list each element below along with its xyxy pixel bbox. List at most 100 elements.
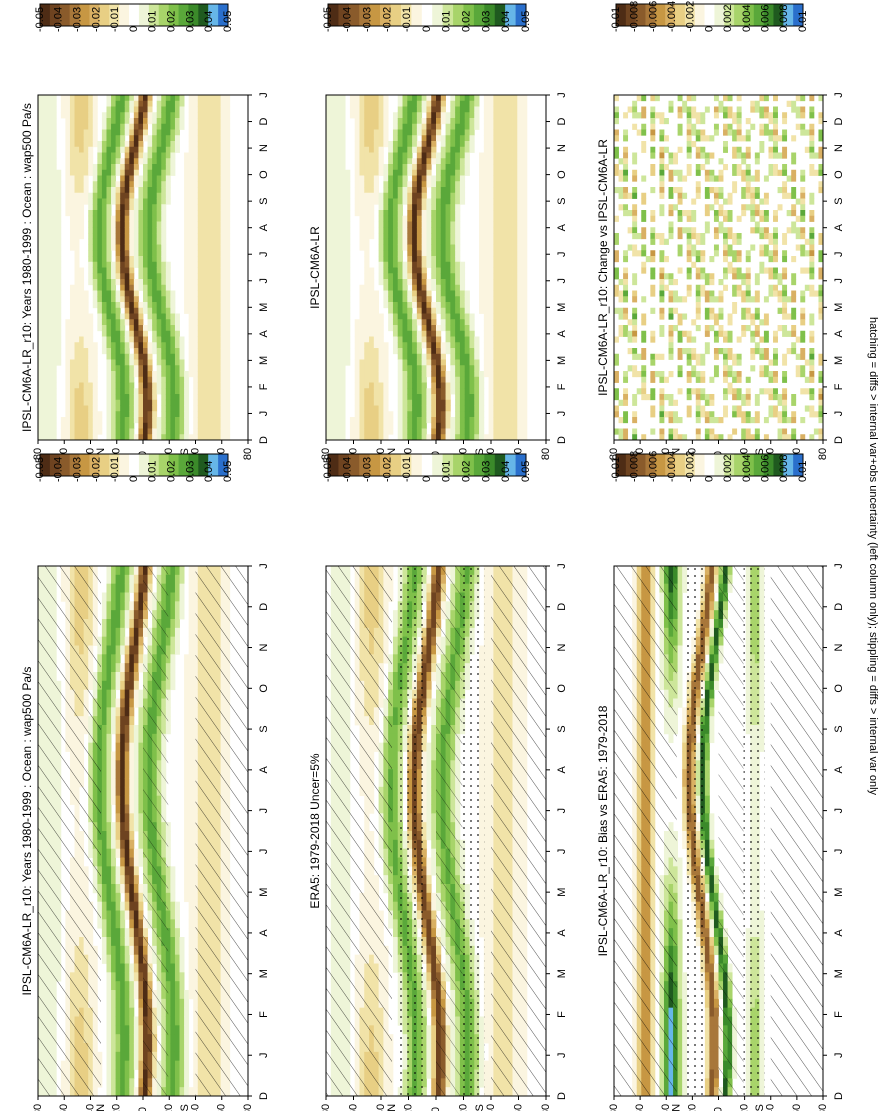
heatmap-cell (120, 319, 126, 326)
heatmap-cell (120, 106, 126, 113)
heatmap-cell (197, 267, 203, 274)
heatmap-cell (152, 336, 158, 343)
heatmap-cell (216, 227, 222, 234)
heatmap-cell (65, 152, 71, 159)
heatmap-cell (115, 778, 121, 788)
heatmap-cell (120, 1069, 126, 1079)
heatmap-cell (129, 998, 135, 1009)
heatmap-cell (202, 238, 208, 245)
heatmap-cell (124, 663, 130, 673)
heatmap-cell (206, 307, 212, 314)
heatmap-cell (225, 106, 231, 113)
lat-tick-label: 40 (84, 1104, 96, 1111)
heatmap-cell (51, 100, 57, 107)
heatmap-cell (115, 244, 121, 251)
heatmap-cell (56, 290, 62, 297)
heatmap-cell (161, 279, 167, 286)
panel-p-tr: DJFMAMJJASONDJ80604020020406080°N°SIPSL-… (20, 92, 270, 460)
heatmap-cell (152, 175, 158, 182)
heatmap-cell (111, 972, 117, 982)
heatmap-cell (124, 164, 130, 171)
heatmap-cell (129, 804, 135, 814)
heatmap-cell (147, 221, 153, 228)
heatmap-cell (165, 135, 171, 142)
heatmap-cell (184, 417, 190, 424)
heatmap-cell (161, 112, 167, 119)
heatmap-cell (216, 164, 222, 171)
heatmap-cell (211, 394, 217, 401)
heatmap-cell (69, 210, 75, 217)
heatmap-cell (193, 284, 199, 291)
heatmap-cell (206, 210, 212, 217)
heatmap-cell (74, 376, 80, 383)
heatmap-cell (111, 146, 117, 153)
heatmap-cell (225, 141, 231, 148)
heatmap-cell (124, 348, 130, 355)
heatmap-cell (143, 434, 148, 441)
heatmap-cell (216, 365, 222, 372)
heatmap-cell (188, 371, 194, 378)
heatmap-cell (101, 937, 107, 947)
heatmap-cell (79, 405, 85, 412)
heatmap-cell (101, 910, 107, 920)
heatmap-cell (124, 725, 130, 735)
heatmap-cell (83, 399, 89, 406)
heatmap-cell (202, 348, 208, 355)
heatmap-cell (165, 680, 171, 691)
heatmap-cell (152, 434, 158, 441)
heatmap-cell (225, 187, 231, 194)
heatmap-cell (143, 307, 148, 314)
heatmap-cell (120, 795, 126, 805)
heatmap-cell (120, 875, 126, 885)
heatmap-cell (42, 123, 48, 130)
heatmap-cell (174, 394, 180, 401)
heatmap-cell (106, 336, 112, 343)
heatmap-cell (51, 319, 57, 326)
heatmap-cell (106, 422, 112, 429)
heatmap-cell (161, 394, 167, 401)
heatmap-cell (197, 221, 203, 228)
heatmap-cell (188, 610, 194, 620)
heatmap-cell (69, 417, 75, 424)
heatmap-cell (38, 382, 43, 389)
heatmap-cell (197, 238, 203, 245)
heatmap-cell (124, 152, 130, 159)
heatmap-cell (69, 152, 75, 159)
heatmap-cell (120, 981, 126, 991)
heatmap-cell (106, 261, 112, 268)
heatmap-cell (106, 273, 112, 280)
heatmap-cell (188, 574, 194, 585)
heatmap-cell (124, 1043, 130, 1053)
heatmap-cell (206, 359, 212, 366)
heatmap-cell (143, 100, 148, 107)
heatmap-cell (143, 123, 148, 130)
heatmap-cell (138, 1007, 144, 1017)
heatmap-cell (220, 296, 226, 303)
heatmap-cell (115, 566, 121, 576)
heatmap-cell (129, 672, 135, 682)
heatmap-cell (184, 290, 190, 297)
heatmap-cell (56, 325, 62, 332)
heatmap-cell (124, 95, 130, 102)
heatmap-cell (124, 1051, 130, 1062)
heatmap-cell (129, 129, 135, 136)
heatmap-cell (184, 751, 190, 761)
heatmap-cell (165, 707, 171, 717)
heatmap-cell (184, 839, 190, 850)
heatmap-cell (184, 382, 190, 389)
heatmap-cell (133, 198, 139, 205)
heatmap-cell (120, 388, 126, 395)
heatmap-cell (129, 146, 135, 153)
heatmap-cell (83, 371, 89, 378)
heatmap-cell (69, 388, 75, 395)
heatmap-cell (115, 123, 121, 130)
heatmap-cell (106, 627, 112, 638)
heatmap-cell (165, 910, 171, 920)
hatching-south (195, 566, 248, 1096)
heatmap-cell (56, 210, 62, 217)
heatmap-cell (206, 135, 212, 142)
heatmap-cell (216, 123, 222, 130)
heatmap-cell (115, 273, 121, 280)
